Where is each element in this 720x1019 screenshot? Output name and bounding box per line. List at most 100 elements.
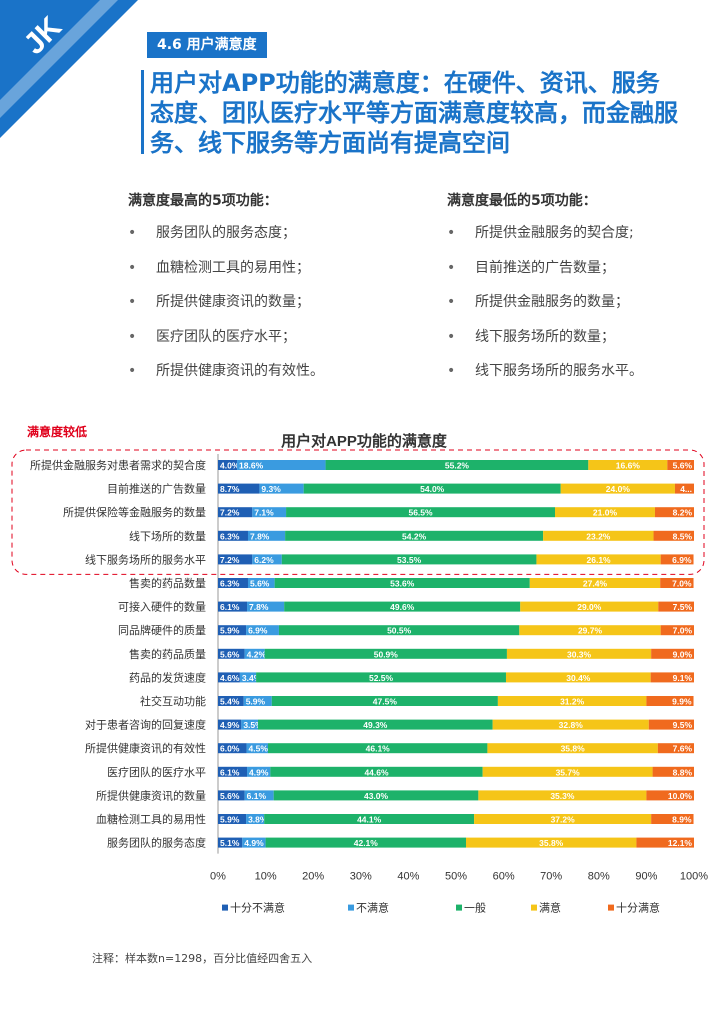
bar-segment — [246, 814, 265, 824]
list-item: 线下服务场所的服务水平。 — [447, 362, 707, 397]
bar-segment — [246, 743, 268, 754]
bar-segment — [239, 672, 257, 683]
data-label: 53.6% — [390, 579, 415, 589]
category-label: 所提供健康资讯的有效性 — [85, 741, 206, 755]
bar-segment — [257, 719, 493, 730]
bar-segment — [241, 719, 258, 730]
data-label: 8.5% — [673, 531, 693, 541]
list-item: 所提供健康资讯的有效性。 — [128, 362, 388, 397]
bar-segment — [520, 601, 659, 612]
bar-segment — [487, 743, 658, 754]
data-label: 5.6% — [220, 791, 240, 801]
data-label: 7.2% — [220, 555, 240, 565]
bar-segment — [555, 507, 655, 518]
data-label: 30.3% — [567, 649, 592, 659]
low-satisfaction-label: 满意度较低 — [27, 425, 88, 439]
bar-segment — [244, 790, 274, 801]
data-label: 8.8% — [673, 767, 693, 777]
data-label: 5.1% — [220, 838, 240, 848]
bar-segment — [285, 530, 544, 541]
section-tag: 4.6 用户满意度 — [147, 32, 267, 58]
category-label: 药品的发货速度 — [129, 670, 206, 684]
bar-segment — [651, 814, 694, 824]
category-label: 服务团队的服务态度 — [107, 836, 206, 850]
x-tick-label: 60% — [493, 871, 515, 883]
bar-segment — [252, 554, 282, 565]
data-label: 9.5% — [673, 720, 693, 730]
data-label: 7.0% — [673, 626, 693, 636]
legend-label: 一般 — [464, 902, 486, 915]
data-label: 31.2% — [560, 697, 585, 707]
data-label: 55.2% — [445, 461, 470, 471]
category-label: 社交互动功能 — [140, 694, 206, 708]
legend-swatch — [456, 904, 462, 911]
bar-segment — [657, 743, 694, 754]
bar-segment — [536, 554, 661, 565]
x-tick-label: 40% — [397, 871, 419, 883]
bar-segment — [218, 696, 244, 706]
category-label: 医疗团队的医疗水平 — [107, 765, 206, 779]
category-label: 血糖检测工具的易用性 — [96, 812, 206, 826]
bar-segment — [660, 578, 694, 588]
bar-segment — [660, 554, 694, 565]
corner-stripe — [0, 0, 118, 118]
data-label: 7.8% — [249, 602, 269, 612]
data-label: 49.3% — [363, 720, 388, 730]
bar-segment — [492, 719, 649, 730]
legend-swatch — [531, 904, 537, 911]
data-label: 8.7% — [220, 484, 240, 494]
data-label: 37.2% — [551, 815, 576, 825]
data-label: 7.2% — [220, 508, 240, 518]
list-item: 所提供健康资讯的数量； — [128, 293, 388, 328]
legend-swatch — [348, 904, 354, 911]
data-label: 4.5% — [249, 744, 269, 754]
bar-segment — [505, 672, 651, 683]
bar-segment — [218, 530, 248, 541]
data-label: 6.1% — [220, 602, 240, 612]
bar-segment — [286, 507, 556, 518]
list-item: 服务团队的服务态度； — [128, 224, 388, 259]
legend-label: 十分不满意 — [230, 901, 285, 915]
x-tick-label: 30% — [350, 871, 372, 883]
data-label: 5.6% — [220, 649, 240, 659]
x-tick-label: 90% — [635, 871, 657, 883]
data-label: 4.2% — [247, 649, 267, 659]
legend-label: 十分满意 — [616, 901, 660, 915]
bar-segment — [243, 696, 272, 706]
data-label: 18.6% — [239, 461, 264, 471]
bottom5-title: 满意度最低的5项功能： — [447, 193, 597, 209]
data-label: 6.9% — [248, 626, 268, 636]
bar-segment — [252, 507, 287, 518]
brand-corner: JK — [0, 0, 138, 138]
bar-segment — [218, 743, 247, 754]
data-label: 30.4% — [566, 673, 591, 683]
data-label: 3.5% — [243, 720, 263, 730]
data-label: 7.5% — [673, 602, 693, 612]
data-label: 5.9% — [220, 626, 240, 636]
category-label: 所提供金融服务对患者需求的契合度 — [30, 458, 206, 472]
x-tick-label: 20% — [302, 871, 324, 883]
bar-segment — [654, 507, 694, 518]
data-label: 3.8% — [248, 815, 268, 825]
list-item: 所提供金融服务的契合度; — [447, 224, 707, 259]
data-label: 5.6% — [250, 579, 270, 589]
bar-segment — [237, 460, 326, 470]
bar-segment — [218, 814, 247, 824]
bar-segment — [218, 507, 253, 518]
category-label: 线下服务场所的服务水平 — [85, 552, 206, 566]
bar-segment — [465, 837, 637, 848]
bar-segment — [270, 766, 483, 777]
data-label: 12.1% — [668, 838, 693, 848]
data-label: 8.9% — [672, 815, 692, 825]
bar-segment — [247, 578, 275, 588]
legend-label: 不满意 — [356, 901, 389, 915]
list-item: 线下服务场所的数量； — [447, 328, 707, 363]
data-label: 9.9% — [672, 697, 692, 707]
category-label: 可接入硬件的数量 — [118, 600, 206, 614]
legend-label: 满意 — [539, 901, 561, 915]
data-label: 7.8% — [250, 531, 270, 541]
data-label: 35.8% — [539, 838, 564, 848]
bar-segment — [588, 460, 668, 470]
bar-segment — [273, 790, 479, 801]
footnote: 注释：样本数n=1298，百分比值经四舍五入 — [92, 952, 313, 965]
